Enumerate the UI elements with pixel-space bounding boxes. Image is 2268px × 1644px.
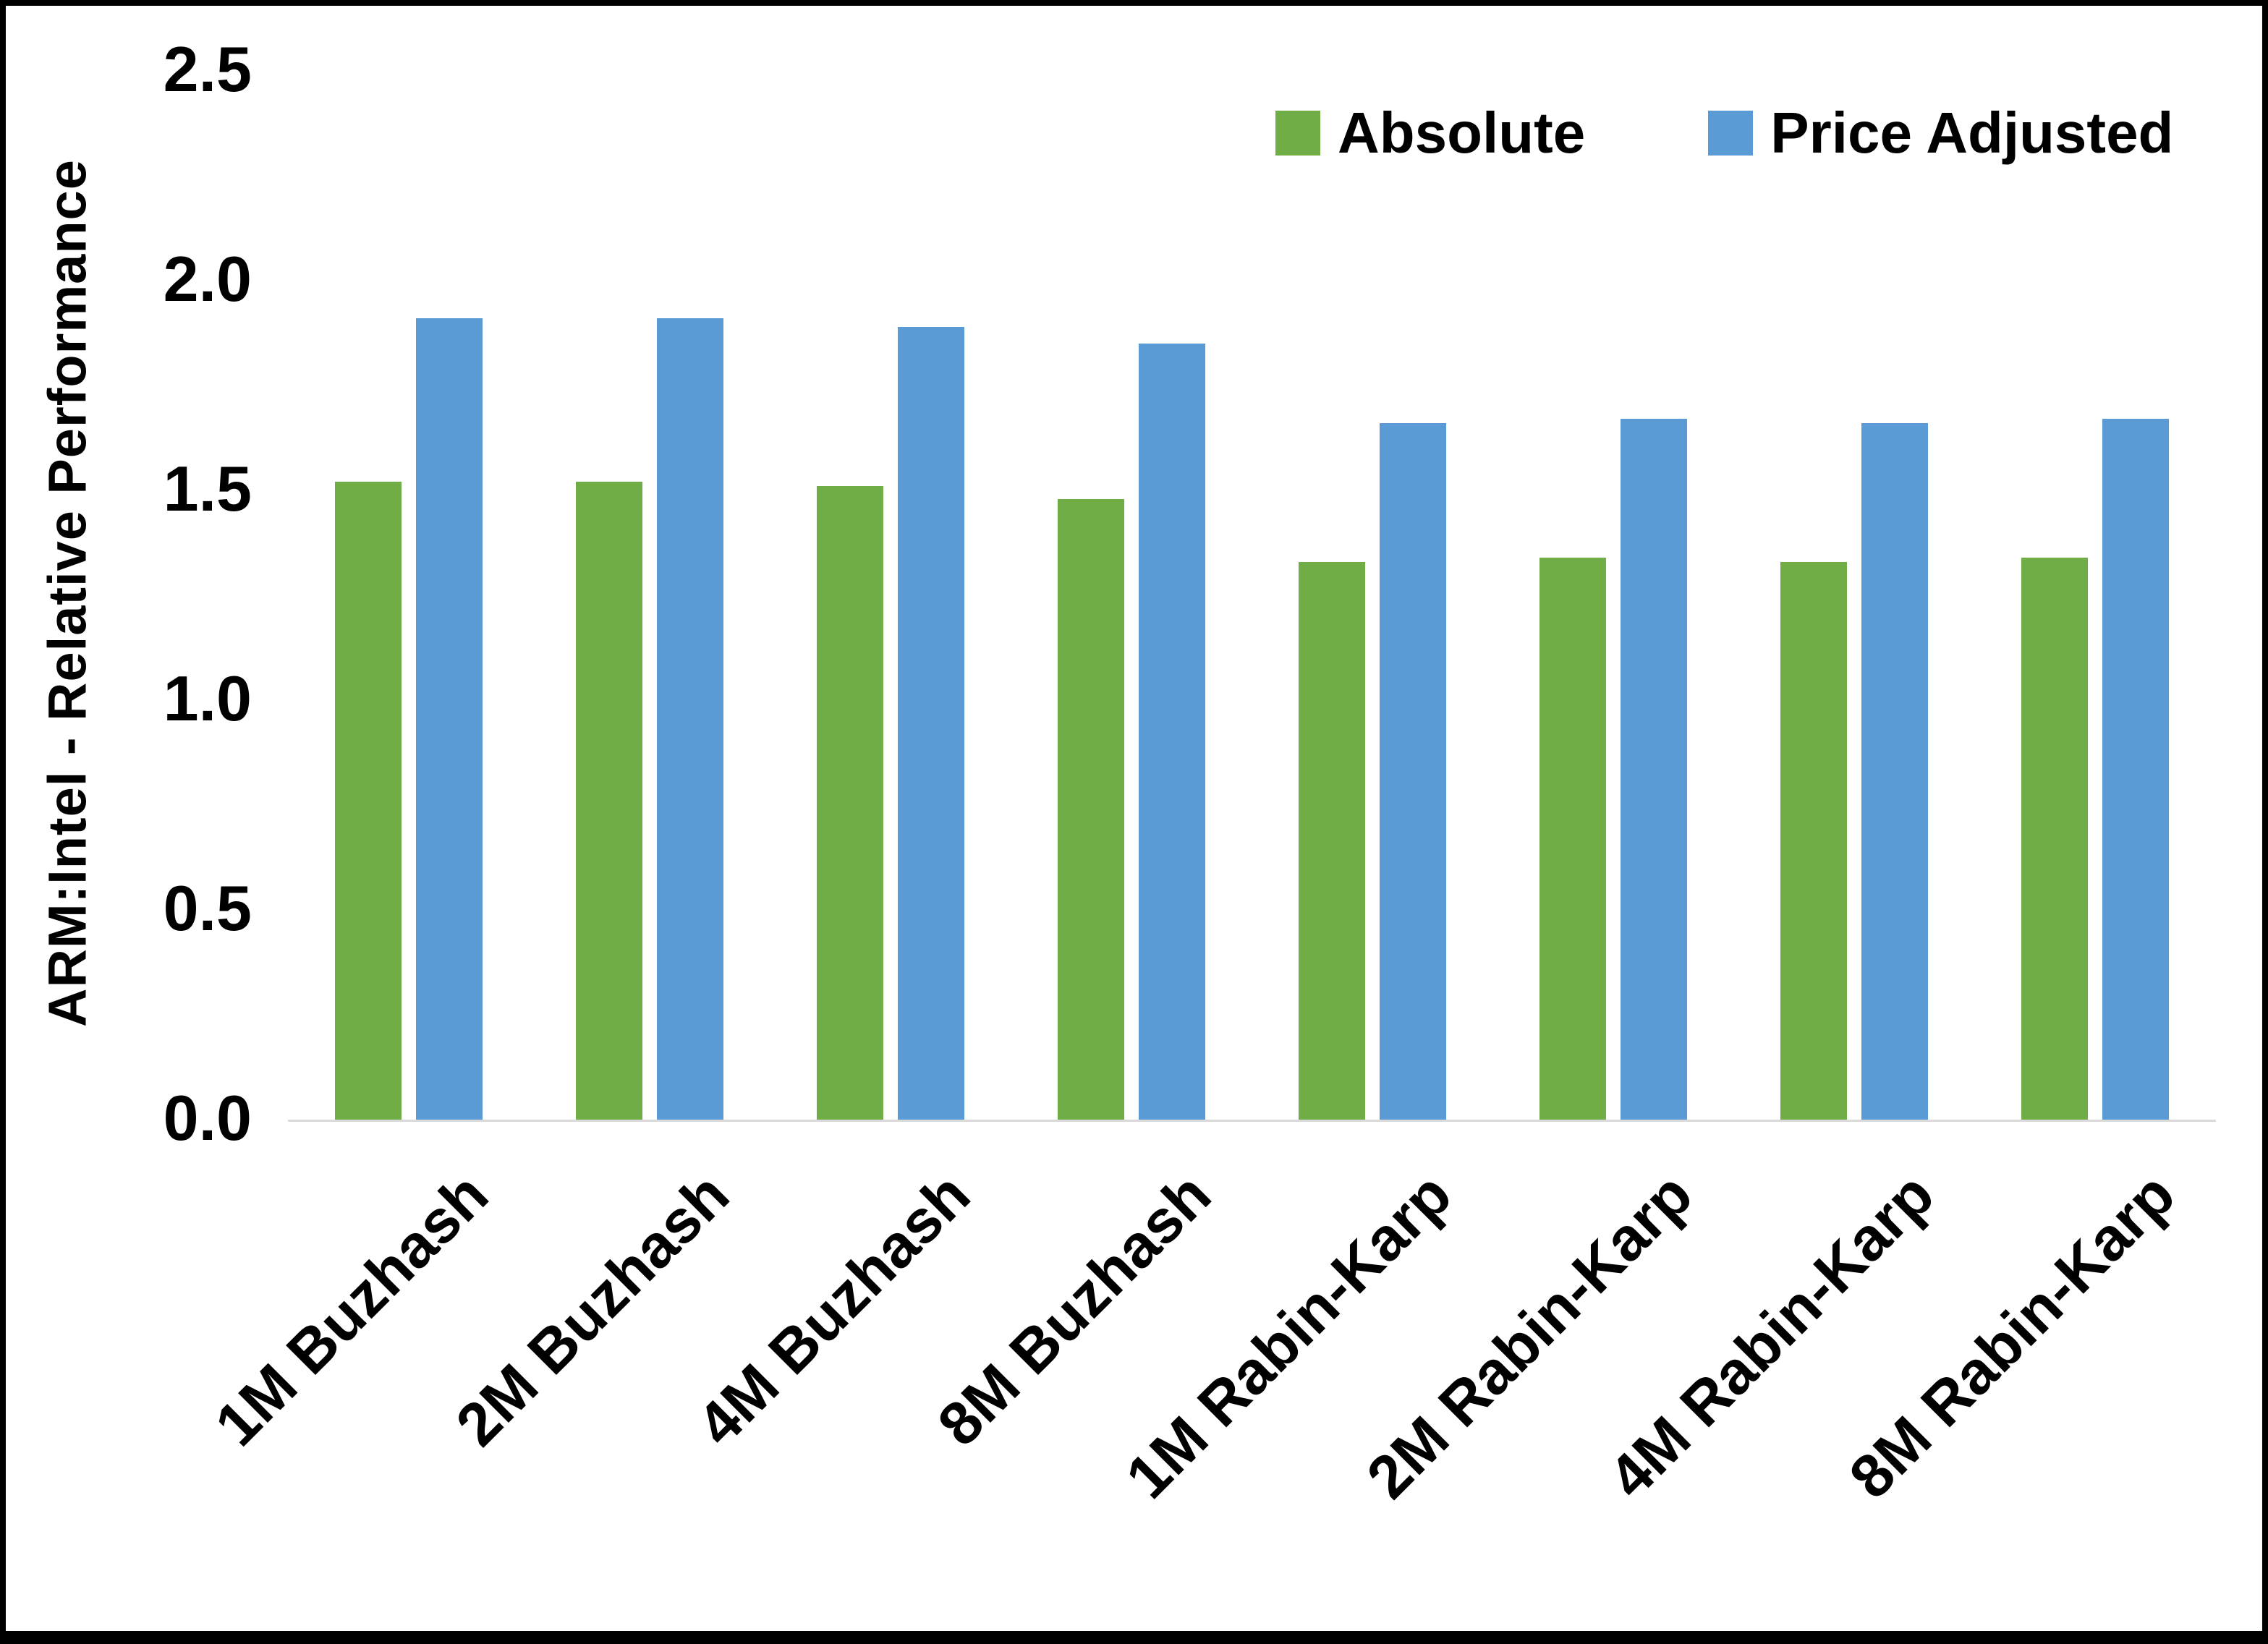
bar-absolute-4m-buzhash [816,486,883,1120]
bar-price-adjusted-8m-rabin-karp [2102,419,2170,1120]
bar-price-adjusted-8m-buzhash [1138,344,1205,1120]
legend-label-absolute: Absolute [1338,101,1586,165]
legend-label-price-adjusted: Price Adjusted [1770,101,2174,165]
legend: Absolute Price Adjusted [1275,100,2173,166]
y-tick-label-2-0: 2.0 [163,242,252,315]
y-tick-label-0-5: 0.5 [163,872,252,944]
bar-absolute-8m-buzhash [1057,498,1124,1120]
bar-chart: ARM:Intel - Relative Performance Absolut… [6,6,2262,1631]
x-axis-line [288,1120,2216,1122]
bar-price-adjusted-4m-buzhash [897,326,964,1120]
y-axis-title: ARM:Intel - Relative Performance [37,159,98,1028]
bar-absolute-1m-buzhash [334,482,402,1120]
y-tick-label-0-0: 0.0 [163,1081,252,1154]
y-tick-label-1-0: 1.0 [163,662,252,734]
y-tick-label-1-5: 1.5 [163,452,252,524]
bar-absolute-2m-rabin-karp [1539,557,1607,1120]
legend-swatch-price-adjusted-icon [1708,111,1754,156]
legend-item-absolute: Absolute [1275,100,1585,166]
bar-absolute-8m-rabin-karp [2021,557,2089,1120]
legend-swatch-absolute-icon [1275,111,1320,156]
y-tick-label-2-5: 2.5 [163,33,252,105]
bar-price-adjusted-1m-rabin-karp [1380,423,1447,1120]
bar-absolute-4m-rabin-karp [1780,561,1848,1120]
bar-price-adjusted-1m-buzhash [415,318,483,1120]
bar-absolute-1m-rabin-karp [1299,561,1366,1120]
bar-absolute-2m-buzhash [575,482,642,1120]
bar-price-adjusted-2m-rabin-karp [1621,419,1688,1120]
legend-item-price-adjusted: Price Adjusted [1708,100,2173,166]
bar-price-adjusted-4m-rabin-karp [1861,423,1929,1120]
bar-price-adjusted-2m-buzhash [656,318,723,1120]
